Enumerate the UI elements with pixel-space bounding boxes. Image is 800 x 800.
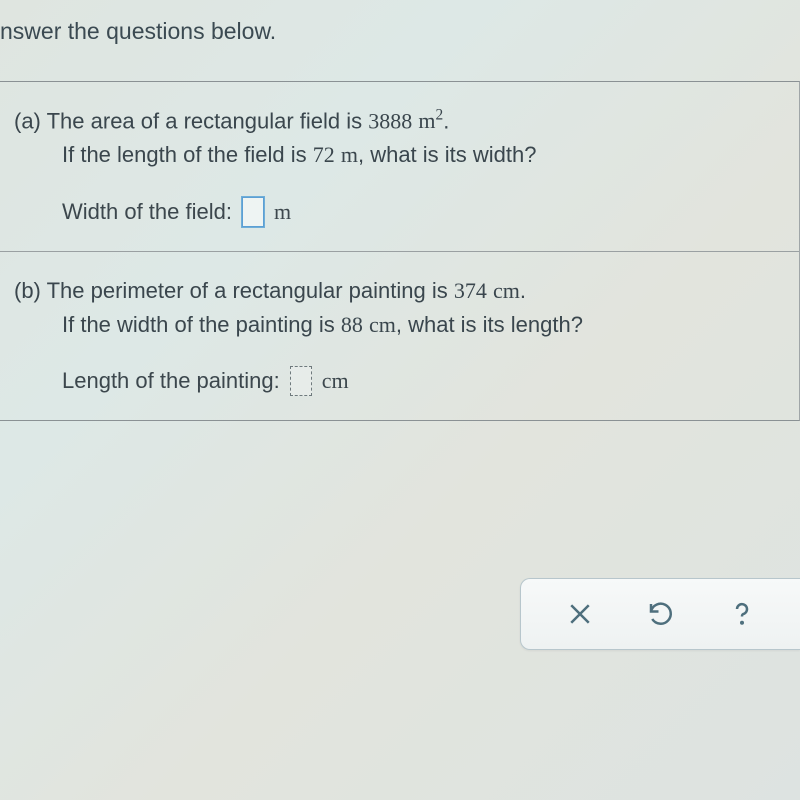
part-a-l2-suffix: , what is its width? [358, 142, 537, 167]
part-b-width-unit: cm [369, 312, 396, 337]
part-b-perimeter-unit: cm [493, 278, 520, 303]
part-a-answer-label: Width of the field: [62, 199, 232, 225]
part-b-perimeter-value: 374 [454, 278, 487, 303]
part-b-width-value: 88 [341, 312, 363, 337]
exercise-screen: nswer the questions below. (a) The area … [0, 0, 800, 800]
action-toolbar [520, 578, 800, 650]
part-a-area-value: 3888 [368, 108, 412, 133]
part-b-l2-suffix: , what is its length? [396, 312, 583, 337]
part-b-answer-unit: cm [322, 368, 349, 394]
part-b-label: (b) [14, 278, 41, 303]
part-a-label: (a) [14, 108, 41, 133]
problems-container: (a) The area of a rectangular field is 3… [0, 81, 800, 421]
part-b-line1: (b) The perimeter of a rectangular paint… [14, 274, 779, 308]
part-b-line2: If the width of the painting is 88 cm, w… [14, 308, 779, 342]
part-b-l1-prefix: The perimeter of a rectangular painting … [47, 278, 454, 303]
part-b-l1-suffix: . [520, 278, 526, 303]
part-a: (a) The area of a rectangular field is 3… [0, 82, 799, 252]
part-a-line2: If the length of the field is 72 m, what… [14, 138, 779, 172]
undo-icon [646, 599, 676, 629]
question-icon [727, 599, 757, 629]
part-b-answer-row: Length of the painting: cm [14, 366, 779, 396]
part-a-l2-prefix: If the length of the field is [62, 142, 313, 167]
help-button[interactable] [712, 589, 772, 639]
part-a-length-value: 72 [313, 142, 335, 167]
length-input[interactable] [290, 366, 312, 396]
x-icon [565, 599, 595, 629]
instruction-text: nswer the questions below. [0, 0, 800, 69]
part-a-length-unit: m [341, 142, 358, 167]
width-input[interactable] [242, 197, 264, 227]
part-a-l1-suffix: . [443, 108, 449, 133]
clear-button[interactable] [550, 589, 610, 639]
part-a-answer-row: Width of the field: m [14, 197, 779, 227]
part-b-l2-prefix: If the width of the painting is [62, 312, 341, 337]
part-b: (b) The perimeter of a rectangular paint… [0, 252, 799, 420]
area-unit-base: m [418, 108, 435, 133]
part-a-answer-unit: m [274, 199, 291, 225]
part-b-answer-label: Length of the painting: [62, 368, 280, 394]
undo-button[interactable] [631, 589, 691, 639]
part-a-line1: (a) The area of a rectangular field is 3… [14, 104, 779, 138]
part-a-l1-prefix: The area of a rectangular field is [47, 108, 369, 133]
part-a-area-unit: m2 [418, 108, 443, 133]
